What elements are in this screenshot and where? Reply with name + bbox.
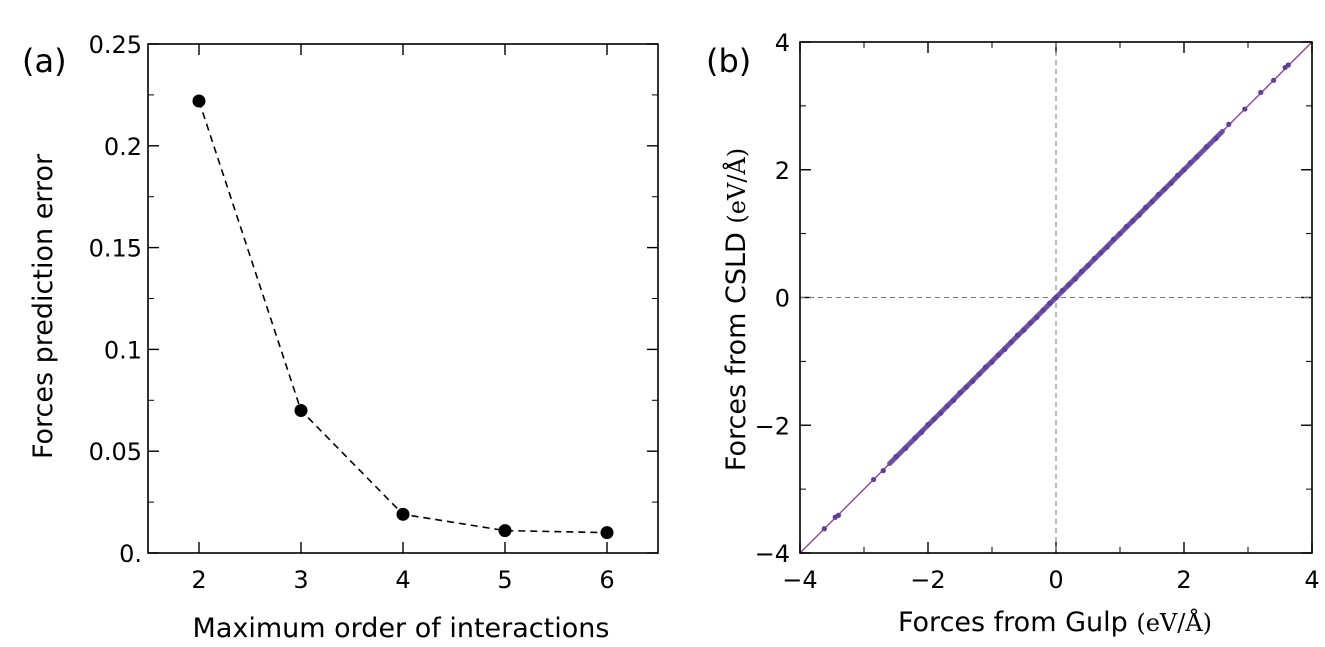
x-tick-label: 0 [1048, 566, 1063, 594]
y-tick-label: −4 [755, 540, 790, 568]
panel-label: (b) [706, 42, 751, 80]
x-tick-label: 6 [599, 566, 614, 594]
y-tick-label: 0.15 [89, 235, 142, 263]
data-point [396, 507, 410, 521]
data-point [600, 526, 614, 540]
y-tick-label: 4 [775, 29, 790, 57]
y-tick-label: 0.2 [104, 133, 142, 161]
x-tick-label: 2 [191, 566, 206, 594]
x-axis-unit: (eV/Å) [1136, 608, 1212, 637]
y-tick-label: −2 [755, 412, 790, 440]
x-tick-label: 4 [395, 566, 410, 594]
y-tick-label: 0 [775, 285, 790, 313]
x-tick-label: −2 [910, 566, 945, 594]
data-point [294, 403, 308, 417]
x-tick-label: 4 [1304, 566, 1319, 594]
y-tick-label: 2 [775, 157, 790, 185]
y-tick-label: 0.05 [89, 438, 142, 466]
x-axis-label: Forces from Gulp (eV/Å) [898, 607, 1212, 638]
plot-frame [799, 41, 1313, 554]
x-tick-label: 5 [497, 566, 512, 594]
y-tick-label: 0.25 [89, 31, 142, 59]
y-axis-unit: (eV/Å) [722, 148, 751, 224]
x-axis-label: Maximum order of interactions [193, 613, 610, 644]
x-tick-label: 3 [293, 566, 308, 594]
y-tick-label: 0.1 [104, 336, 142, 364]
y-axis-label-text: Forces from CSLD [721, 224, 752, 472]
plot-frame [147, 43, 659, 554]
panel-a: 2 3 4 5 6 0. 0.05 0.1 0.15 0.2 0.25 Maximum order o… [22, 31, 659, 644]
series-line [198, 100, 608, 534]
x-axis-label-text: Forces from Gulp [898, 607, 1136, 638]
data-point [498, 524, 512, 538]
y-tick-label: 0. [119, 540, 142, 568]
panel-label: (a) [22, 42, 67, 80]
x-tick-label: 2 [1176, 566, 1191, 594]
reference-line-y-equals-x [799, 41, 1313, 554]
y-axis-label: Forces from CSLD (eV/Å) [721, 148, 752, 471]
y-axis-label: Forces prediction error [28, 153, 59, 459]
data-point [192, 94, 206, 108]
x-tick-label: −4 [782, 566, 817, 594]
